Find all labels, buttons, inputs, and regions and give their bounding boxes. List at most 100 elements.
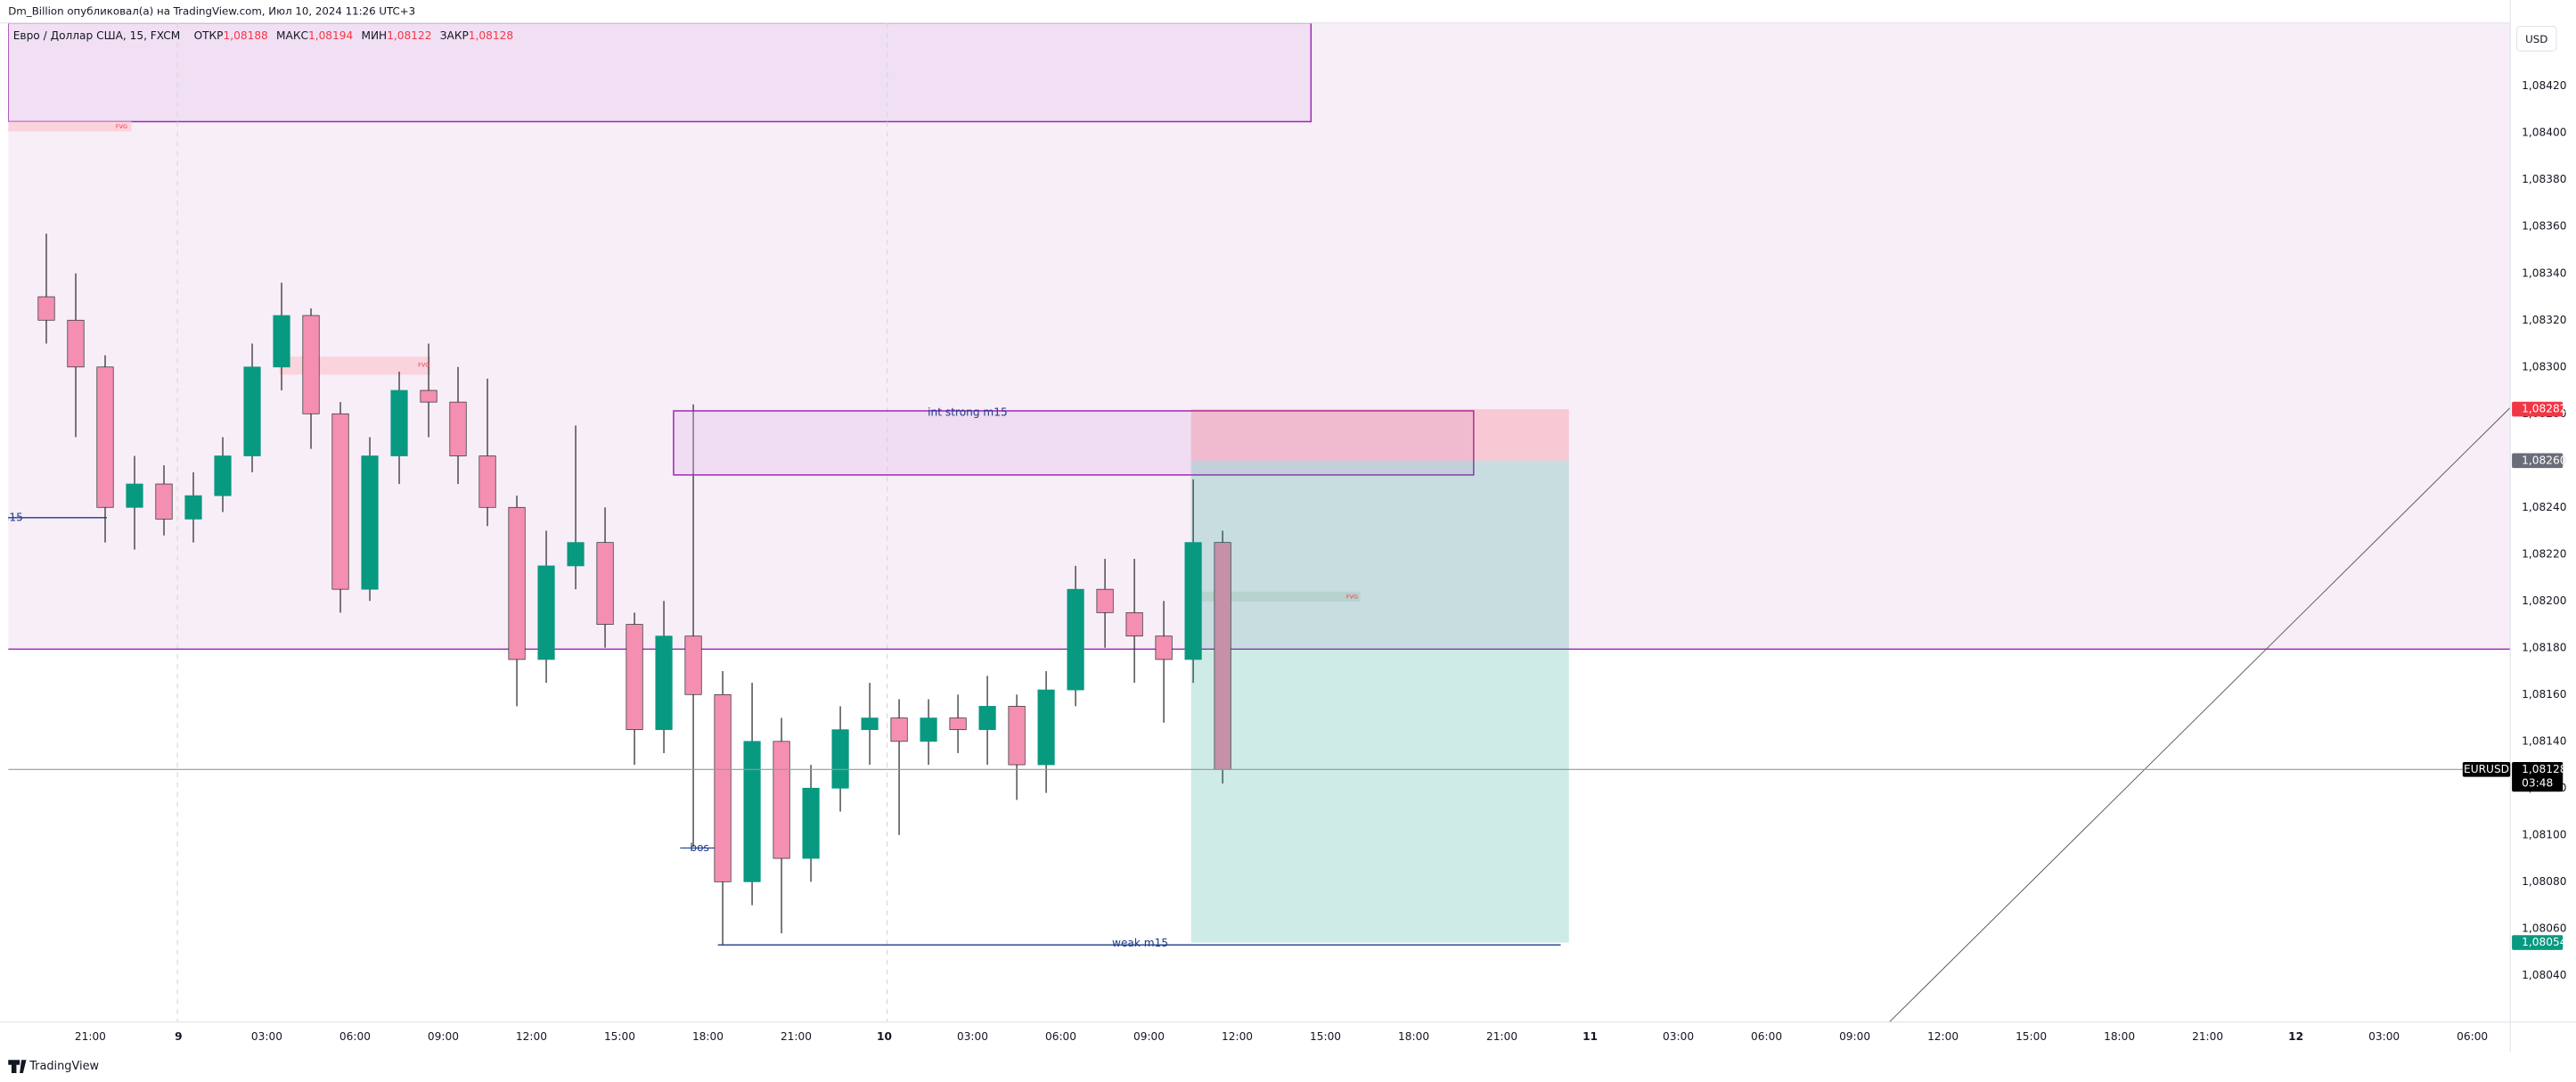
candle-body <box>626 624 643 731</box>
target-zone <box>1190 460 1569 943</box>
y-tick-label: 1,08180 <box>2522 641 2566 653</box>
annotation: FVG <box>1346 593 1358 600</box>
price-badge <box>2512 762 2564 792</box>
x-tick-label: 21:00 <box>75 1030 106 1043</box>
candle-body <box>596 542 614 625</box>
y-tick-label: 1,08360 <box>2522 220 2566 233</box>
x-tick-label: 10 <box>877 1030 892 1043</box>
candle-body <box>508 506 526 660</box>
x-tick-label: 06:00 <box>339 1030 371 1043</box>
y-tick-label: 1,08060 <box>2522 922 2566 934</box>
candle-body <box>1037 689 1055 766</box>
candle-body <box>567 542 585 567</box>
drawings <box>8 22 2511 1022</box>
price-badge <box>2512 453 2564 469</box>
x-tick-label: 06:00 <box>2457 1030 2488 1043</box>
symbol-badge <box>2462 762 2511 777</box>
y-tick-label: 1,08400 <box>2522 127 2566 139</box>
x-tick-label: 15:00 <box>2016 1030 2047 1043</box>
candles <box>37 234 1231 946</box>
ohlc-value: 1,08188 <box>224 29 268 42</box>
candle-body <box>949 717 967 731</box>
candle-body <box>1008 706 1026 766</box>
annotation: bos <box>690 841 709 854</box>
candle-body <box>420 389 438 403</box>
currency-label: USD <box>2525 33 2547 45</box>
candle-body <box>831 729 849 789</box>
y-tick-label: 1,08080 <box>2522 875 2566 888</box>
x-tick-label: 18:00 <box>692 1030 724 1043</box>
x-tick-label: 09:00 <box>428 1030 459 1043</box>
candle-body <box>273 315 290 368</box>
candle-body <box>655 635 673 731</box>
y-tick-label: 1,08040 <box>2522 969 2566 981</box>
x-tick-label: 21:00 <box>781 1030 812 1043</box>
candle-body <box>390 389 408 456</box>
currency-button[interactable] <box>2516 25 2557 52</box>
candle-body <box>1096 588 1114 613</box>
candle-body <box>243 366 261 456</box>
ohlc-label: ЗАКР <box>440 29 469 42</box>
candle-body <box>155 483 173 520</box>
annotation: m15 <box>0 511 23 523</box>
x-tick-label: 18:00 <box>1398 1030 1429 1043</box>
candle-body <box>978 706 996 731</box>
candle-body <box>1155 635 1173 660</box>
y-tick-label: 1,08160 <box>2522 688 2566 701</box>
ohlc-label: ОТКР <box>194 29 224 42</box>
x-tick-label: 06:00 <box>1751 1030 1782 1043</box>
price-badge-label: 1,08054 <box>2522 936 2567 948</box>
x-tick-label: 12:00 <box>1927 1030 1959 1043</box>
header: Dm_Billion опубликовал(а) на TradingView… <box>8 4 415 17</box>
price-badge-label: 1,08260 <box>2522 454 2566 466</box>
countdown: 03:48 <box>2522 776 2553 789</box>
candle-body <box>1125 612 1143 637</box>
candle-body <box>214 455 232 496</box>
int-strong-box <box>673 410 1475 476</box>
fvg-box <box>279 357 431 375</box>
x-tick-label: 15:00 <box>604 1030 635 1043</box>
stop-zone <box>1190 409 1569 461</box>
candle-body <box>361 455 379 590</box>
x-tick-label: 15:00 <box>1310 1030 1341 1043</box>
annotation: int strong m15 <box>928 406 1008 418</box>
candle-body <box>714 693 732 882</box>
x-tick-label: 09:00 <box>1133 1030 1165 1043</box>
y-tick-label: 1,08100 <box>2522 828 2566 840</box>
premium-zone <box>8 22 2511 650</box>
candle-body <box>67 319 85 368</box>
price-badge <box>2512 401 2564 417</box>
x-tick-label: 11 <box>1582 1030 1598 1043</box>
ohlc-value: 1,08122 <box>387 29 431 42</box>
price-badge-label: 1,08282 <box>2522 403 2566 415</box>
candle-body <box>449 401 467 456</box>
candle-body <box>184 495 202 520</box>
price-badge <box>2512 935 2564 950</box>
fvg-box <box>1196 591 1361 602</box>
candle-body <box>126 483 143 508</box>
x-tick-label: 9 <box>175 1030 182 1043</box>
candle-body <box>920 717 937 742</box>
zone-box <box>8 22 1313 123</box>
y-tick-label: 1,08140 <box>2522 734 2566 747</box>
y-tick-label: 1,08380 <box>2522 173 2566 185</box>
candle-body <box>331 413 349 590</box>
x-tick-label: 03:00 <box>2368 1030 2400 1043</box>
y-tick-label: 1,08320 <box>2522 314 2566 326</box>
x-tick-label: 06:00 <box>1045 1030 1076 1043</box>
y-tick-label: 1,08340 <box>2522 266 2566 279</box>
candle-body <box>1067 588 1084 691</box>
x-tick-label: 09:00 <box>1839 1030 1870 1043</box>
x-tick-label: 21:00 <box>2192 1030 2223 1043</box>
candle-body <box>1184 542 1202 660</box>
x-tick-label: 03:00 <box>957 1030 988 1043</box>
candle-body <box>37 296 55 321</box>
candle-body <box>861 717 879 731</box>
ohlc-label: МАКС <box>276 29 308 42</box>
candle-body <box>890 717 908 742</box>
symbol-badge-label: EURUSD <box>2464 763 2509 775</box>
candle-body <box>802 787 820 859</box>
ohlc-value: 1,08128 <box>469 29 513 42</box>
